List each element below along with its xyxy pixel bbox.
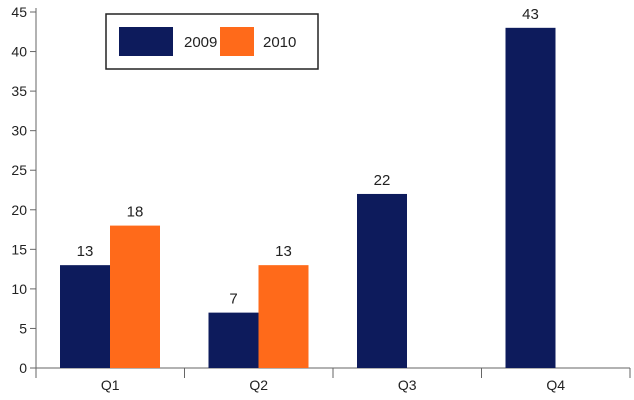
y-tick-label: 30	[11, 123, 27, 139]
bars	[60, 27, 556, 368]
legend: 2009 2010	[105, 13, 319, 70]
y-tick-label: 45	[11, 4, 27, 20]
legend-label-2009: 2009	[184, 34, 217, 51]
bar-2009-Q2	[208, 312, 259, 368]
y-tick-label: 20	[11, 202, 27, 218]
x-tick-label: Q2	[249, 377, 268, 393]
x-axis: Q1 Q2 Q3 Q4	[35, 367, 631, 393]
y-tick-label: 0	[19, 360, 27, 376]
legend-swatch-2009	[119, 27, 173, 56]
data-label: 43	[522, 6, 539, 23]
data-label: 7	[229, 291, 237, 308]
bar-2009-Q3	[357, 193, 407, 368]
data-labels: 13 7 22 43 18 13	[77, 6, 539, 308]
y-tick-label: 40	[11, 44, 27, 60]
y-tick-label: 10	[11, 281, 27, 297]
data-label: 13	[77, 243, 94, 260]
y-tick-label: 5	[19, 320, 27, 336]
bar-2009-Q1	[60, 265, 110, 368]
x-tick-label: Q3	[398, 377, 417, 393]
data-label: 22	[374, 172, 391, 189]
data-label: 18	[127, 204, 144, 221]
y-tick-label: 25	[11, 162, 27, 178]
bar-2009-Q4	[505, 27, 556, 368]
bar-2010-Q2	[258, 265, 309, 368]
data-label: 13	[275, 243, 292, 260]
y-tick-label: 35	[11, 83, 27, 99]
y-tick-label: 15	[11, 241, 27, 257]
x-tick-label: Q1	[101, 377, 120, 393]
legend-label-2010: 2010	[263, 34, 296, 51]
legend-swatch-2010	[220, 27, 254, 56]
bar-2010-Q1	[110, 225, 160, 368]
y-axis: 0 5 10 15 20 25 30 35 40 45	[11, 4, 37, 376]
x-tick-label: Q4	[546, 377, 565, 393]
